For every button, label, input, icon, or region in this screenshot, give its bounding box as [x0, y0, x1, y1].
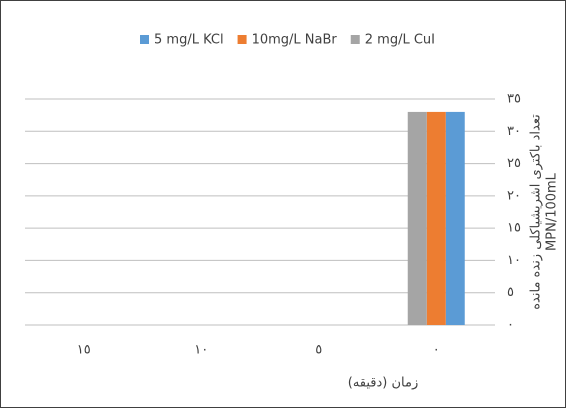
legend-swatch [140, 35, 149, 44]
y-tick-label: ٣٠ [507, 124, 521, 139]
y-tick-label: ٢٠ [507, 188, 521, 203]
y-tick-label: ٠ [507, 318, 514, 333]
y-tick-label: ٥ [507, 285, 514, 300]
legend-label: 10mg/L NaBr [252, 33, 338, 48]
y-tick-label: ٢٥ [507, 156, 521, 171]
y-axis-title: MPN/100mL [545, 172, 560, 251]
y-tick-label: ١٥ [507, 221, 521, 236]
x-tick-label: ٥ [315, 343, 322, 358]
x-tick-label: ١٠ [194, 343, 208, 358]
bar [407, 111, 427, 326]
y-tick-label: ٣٥ [507, 92, 521, 107]
y-tick-label: ١٠ [507, 253, 521, 268]
x-tick-label: ١٥ [77, 343, 91, 358]
bar [445, 111, 465, 326]
x-tick-label: ٠ [433, 343, 440, 358]
y-axis-title: تعداد باکتری اشریشیاکلی زنده مانده [529, 114, 544, 310]
legend-label: 2 mg/L CuI [365, 33, 435, 48]
bar [426, 111, 446, 326]
x-axis-title: زمان (دقیقه) [348, 376, 419, 391]
legend-swatch [237, 35, 247, 44]
legend-swatch [350, 35, 360, 44]
legend-label: 5 mg/L KCl [154, 33, 224, 48]
